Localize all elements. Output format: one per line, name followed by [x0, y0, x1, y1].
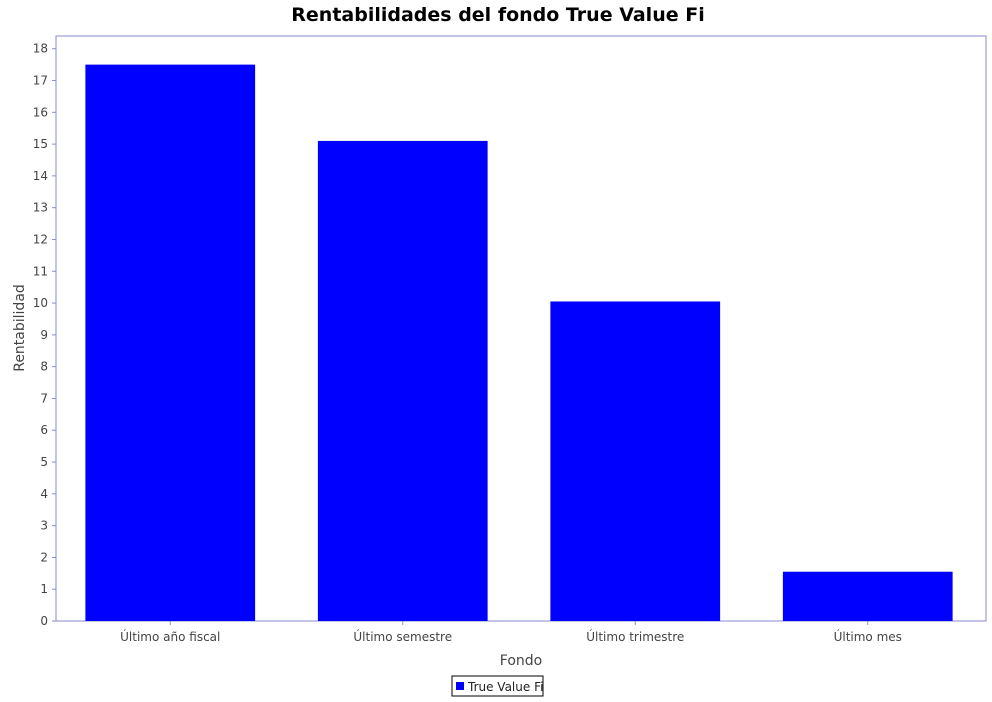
- bar: [550, 301, 721, 621]
- legend-label: True Value Fi: [467, 680, 543, 694]
- y-tick-label: 8: [40, 360, 48, 374]
- y-axis-label: Rentabilidad: [12, 284, 28, 372]
- y-tick-label: 12: [33, 232, 48, 246]
- y-tick-label: 4: [40, 487, 48, 501]
- y-tick-label: 13: [33, 201, 48, 215]
- y-tick-label: 2: [40, 550, 48, 564]
- bar: [782, 571, 953, 621]
- y-tick-label: 18: [33, 42, 48, 56]
- y-tick-label: 1: [40, 582, 48, 596]
- y-tick-label: 6: [40, 423, 48, 437]
- x-tick-label: Último mes: [834, 629, 902, 644]
- y-tick-label: 3: [40, 519, 48, 533]
- x-tick-label: Último trimestre: [586, 629, 684, 644]
- bar: [85, 64, 256, 621]
- x-axis: Último año fiscal Último semestre Último t…: [120, 621, 902, 644]
- x-tick-label: Último año fiscal: [120, 629, 220, 644]
- y-tick-label: 14: [33, 169, 48, 183]
- bar-series: [85, 64, 953, 622]
- legend-box: [451, 675, 544, 697]
- x-tick-label: Último semestre: [353, 629, 452, 644]
- y-tick-label: 16: [33, 105, 48, 119]
- y-tick-label: 5: [40, 455, 48, 469]
- y-tick-label: 7: [40, 391, 48, 405]
- y-tick-label: 10: [33, 296, 48, 310]
- y-tick-label: 15: [33, 137, 48, 151]
- y-tick-label: 11: [33, 264, 48, 278]
- y-tick-label: 17: [33, 74, 48, 88]
- legend-swatch: [456, 682, 464, 690]
- y-tick-label: 0: [40, 614, 48, 628]
- y-tick-label: 9: [40, 328, 48, 342]
- legend: True Value Fi: [451, 675, 544, 697]
- x-axis-label: Fondo: [500, 653, 542, 669]
- chart-title: Rentabilidades del fondo True Value Fi: [291, 4, 704, 26]
- bar: [317, 140, 488, 622]
